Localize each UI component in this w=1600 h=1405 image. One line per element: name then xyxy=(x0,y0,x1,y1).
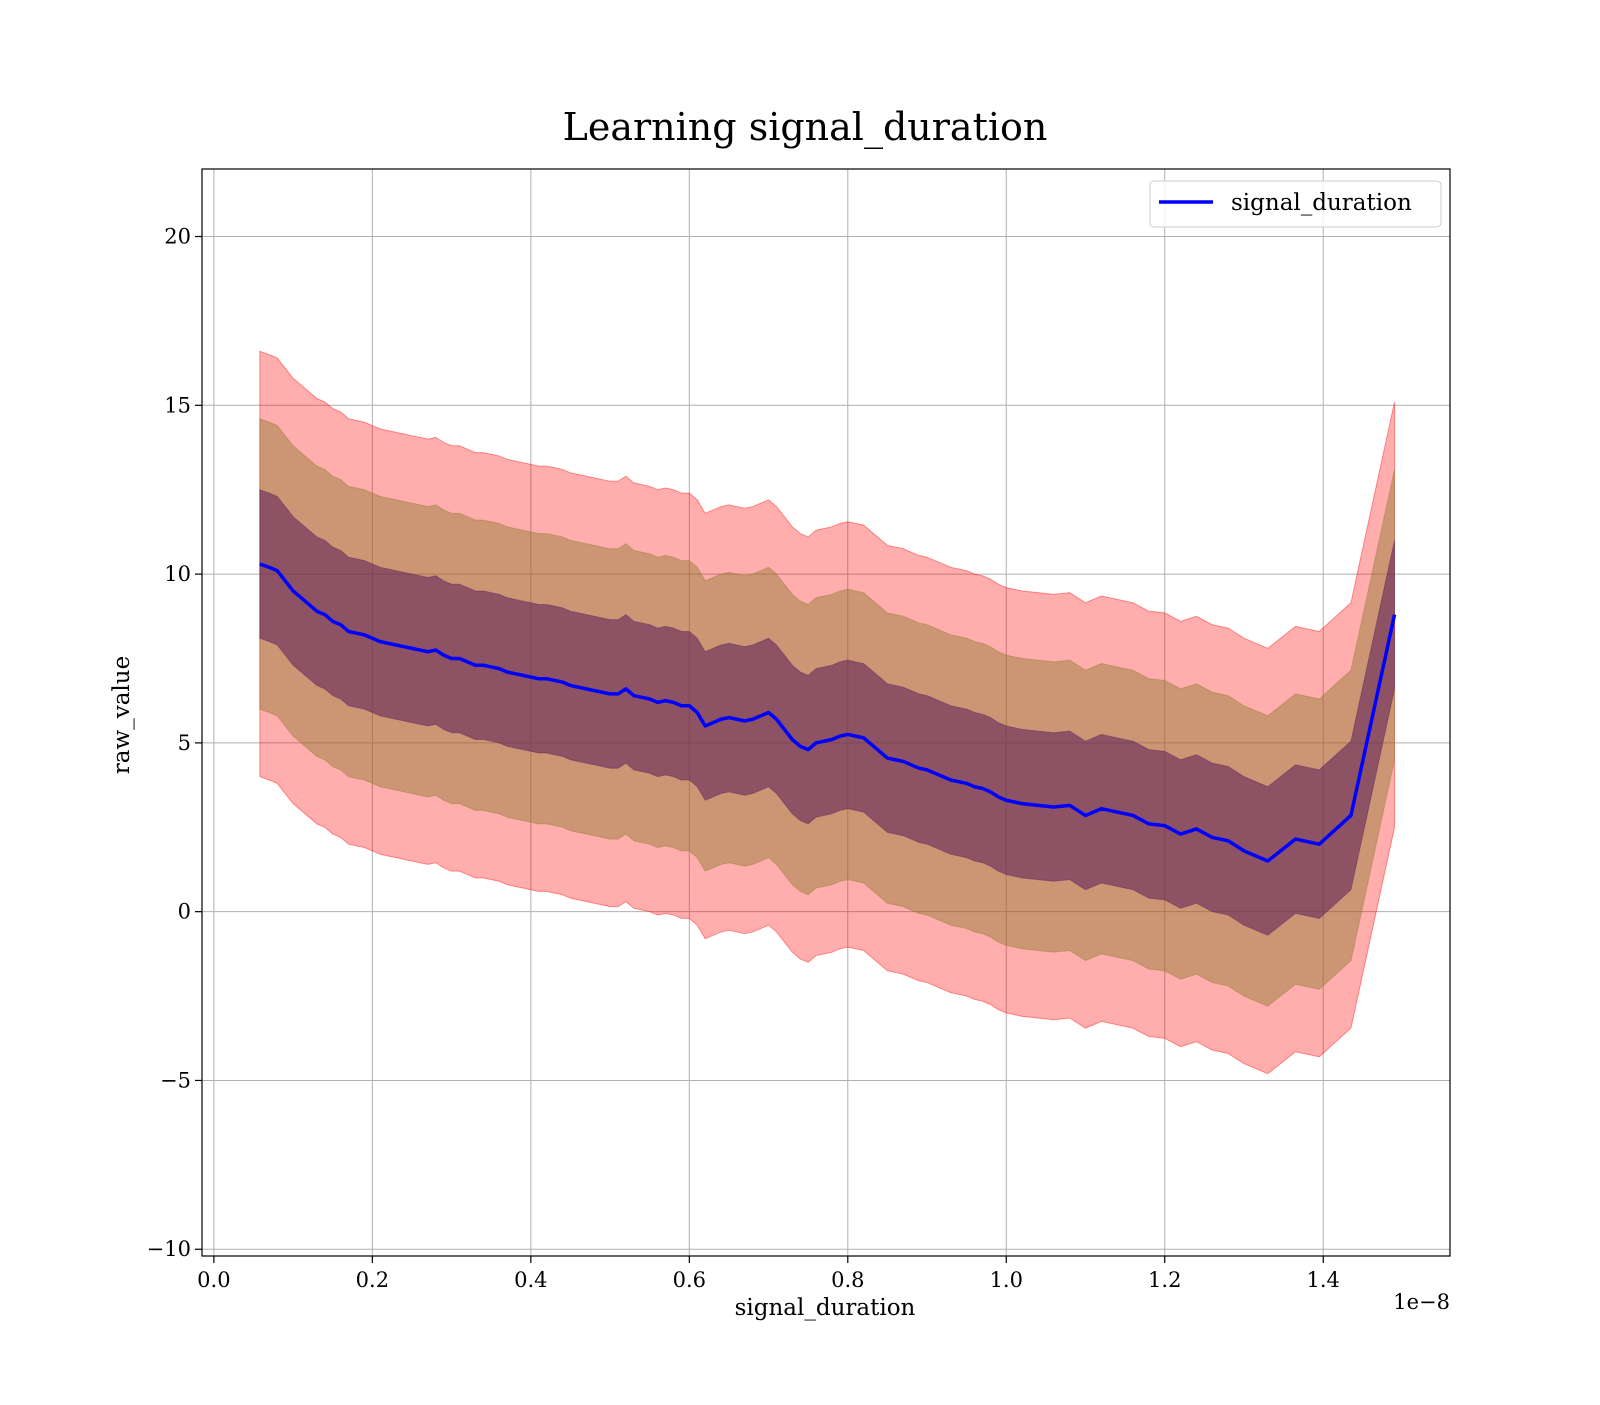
chart-title: Learning signal_duration xyxy=(563,105,1048,150)
confidence-bands xyxy=(259,350,1396,1075)
y-axis-label: raw_value xyxy=(109,656,135,774)
band-inner xyxy=(259,488,1396,936)
x-axis-offset-label: 1e−8 xyxy=(1393,1290,1450,1314)
legend-label: signal_duration xyxy=(1231,190,1412,216)
y-tick-label: 10 xyxy=(164,562,191,586)
y-tick-label: 5 xyxy=(178,731,191,755)
x-axis-label: signal_duration xyxy=(735,1295,916,1321)
x-tick-label: 0.0 xyxy=(197,1268,230,1292)
y-tick-label: 0 xyxy=(178,900,191,924)
legend: signal_duration xyxy=(1149,180,1442,228)
axis-ticks: 0.0 0.2 0.4 0.6 0.8 1.0 1.2 1.4 −10 −5 0 5 10 15 20 xyxy=(147,225,1340,1292)
x-tick-label: 1.0 xyxy=(990,1268,1023,1292)
y-tick-label: −10 xyxy=(147,1237,191,1261)
x-tick-label: 0.8 xyxy=(831,1268,864,1292)
axes-frame xyxy=(201,168,1451,1257)
y-tick-label: 15 xyxy=(164,393,191,417)
y-tick-label: −5 xyxy=(160,1068,191,1092)
x-tick-label: 0.2 xyxy=(356,1268,389,1292)
x-tick-label: 1.4 xyxy=(1307,1268,1340,1292)
x-tick-label: 0.6 xyxy=(673,1268,706,1292)
y-tick-label: 20 xyxy=(164,225,191,249)
series-lines xyxy=(259,562,1397,863)
legend-box xyxy=(1149,180,1442,228)
x-tick-label: 1.2 xyxy=(1148,1268,1181,1292)
x-tick-label: 0.4 xyxy=(514,1268,547,1292)
series-line-signal-duration xyxy=(259,562,1397,863)
